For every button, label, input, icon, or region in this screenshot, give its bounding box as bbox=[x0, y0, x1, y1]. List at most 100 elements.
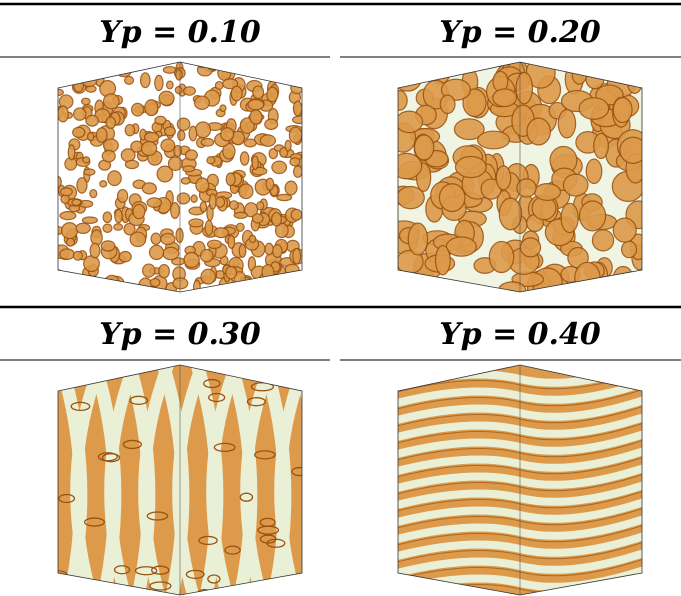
domain-blob bbox=[150, 232, 162, 246]
domain-blob bbox=[220, 127, 235, 142]
domain-blob bbox=[275, 62, 293, 72]
lamella bbox=[330, 355, 353, 596]
domain-blob bbox=[557, 108, 577, 139]
domain-blob bbox=[560, 202, 579, 234]
domain-blob bbox=[71, 198, 82, 207]
domain-blob bbox=[183, 251, 200, 269]
panel-label: Yp = 0.30 bbox=[99, 317, 261, 352]
domain-blob bbox=[498, 197, 523, 231]
domain-blob bbox=[438, 183, 466, 213]
domain-blob bbox=[533, 182, 562, 201]
domain-blob bbox=[103, 274, 120, 291]
domain-blob bbox=[252, 85, 265, 100]
domain-blob bbox=[271, 160, 288, 175]
defect bbox=[246, 397, 266, 407]
domain-blob bbox=[214, 80, 224, 91]
domain-blob bbox=[188, 218, 204, 228]
domain-blob bbox=[398, 110, 424, 134]
domain-blob bbox=[286, 74, 296, 83]
domain-blob bbox=[165, 80, 174, 90]
domain-blob bbox=[118, 250, 132, 263]
domain-blob bbox=[453, 118, 485, 141]
domain-blob bbox=[149, 277, 161, 288]
domain-blob bbox=[156, 165, 174, 183]
domain-blob bbox=[445, 236, 477, 257]
domain-blob bbox=[292, 165, 302, 178]
domain-blob bbox=[99, 180, 108, 188]
domain-blob bbox=[238, 183, 254, 200]
domain-blob bbox=[85, 114, 100, 127]
defect bbox=[58, 493, 76, 504]
defect bbox=[129, 395, 149, 405]
domain-blob bbox=[199, 201, 208, 213]
domain-blob bbox=[266, 86, 279, 103]
domain-blob bbox=[253, 62, 270, 74]
domain-blob bbox=[454, 155, 487, 179]
domain-blob bbox=[407, 222, 429, 256]
lamella bbox=[119, 365, 156, 595]
domain-blob bbox=[251, 155, 259, 171]
domain-blob bbox=[578, 200, 607, 232]
cube-render bbox=[58, 62, 302, 292]
domain-blob bbox=[439, 94, 456, 115]
domain-blob bbox=[81, 216, 98, 224]
domain-blob bbox=[67, 65, 76, 79]
domain-blob bbox=[612, 217, 637, 243]
domain-blob bbox=[516, 178, 537, 198]
domain-blob bbox=[102, 138, 119, 153]
domain-blob bbox=[200, 268, 216, 285]
defect bbox=[198, 535, 218, 546]
domain-blob bbox=[219, 104, 227, 113]
domain-blob bbox=[89, 68, 102, 80]
domain-blob bbox=[175, 227, 184, 244]
domain-blob bbox=[160, 138, 176, 153]
defect bbox=[70, 401, 91, 412]
defect bbox=[113, 565, 131, 575]
domain-blob bbox=[398, 90, 408, 111]
domain-blob bbox=[462, 88, 487, 118]
domain-blob bbox=[434, 244, 451, 276]
domain-blob bbox=[59, 187, 73, 197]
domain-blob bbox=[177, 129, 186, 141]
domain-blob bbox=[67, 144, 76, 161]
domain-blob bbox=[184, 149, 198, 161]
domain-blob bbox=[262, 67, 278, 78]
domain-blob bbox=[593, 132, 609, 160]
domain-blob bbox=[73, 107, 87, 121]
domain-blob bbox=[413, 134, 435, 161]
domain-blob bbox=[274, 69, 286, 80]
domain-blob bbox=[409, 62, 440, 79]
domain-blob bbox=[123, 222, 136, 236]
domain-blob bbox=[89, 188, 98, 199]
domain-blob bbox=[264, 118, 279, 131]
domain-blob bbox=[276, 193, 293, 202]
domain-blob bbox=[102, 223, 113, 234]
domain-blob bbox=[59, 248, 75, 260]
domain-blob bbox=[571, 63, 588, 85]
domain-blob bbox=[225, 172, 236, 187]
domain-blob bbox=[158, 90, 175, 106]
domain-blob bbox=[290, 208, 302, 221]
domain-blob bbox=[180, 177, 191, 185]
domain-blob bbox=[230, 85, 243, 102]
domain-blob bbox=[188, 125, 198, 142]
domain-blob bbox=[175, 69, 183, 81]
domain-blob bbox=[143, 131, 160, 143]
domain-blob bbox=[182, 165, 196, 173]
lamella bbox=[187, 365, 224, 595]
domain-blob bbox=[173, 144, 183, 158]
domain-blob bbox=[247, 98, 265, 111]
domain-blob bbox=[284, 139, 292, 152]
domain-blob bbox=[108, 62, 117, 72]
panel-label: Yp = 0.20 bbox=[439, 15, 601, 50]
defect bbox=[122, 439, 142, 450]
defect bbox=[151, 565, 170, 575]
domain-blob bbox=[75, 222, 91, 235]
defect bbox=[101, 453, 121, 463]
domain-blob bbox=[268, 147, 279, 160]
domain-blob bbox=[81, 97, 91, 106]
lamella bbox=[314, 355, 342, 596]
domain-blob bbox=[259, 134, 276, 147]
domain-blob bbox=[236, 62, 247, 75]
